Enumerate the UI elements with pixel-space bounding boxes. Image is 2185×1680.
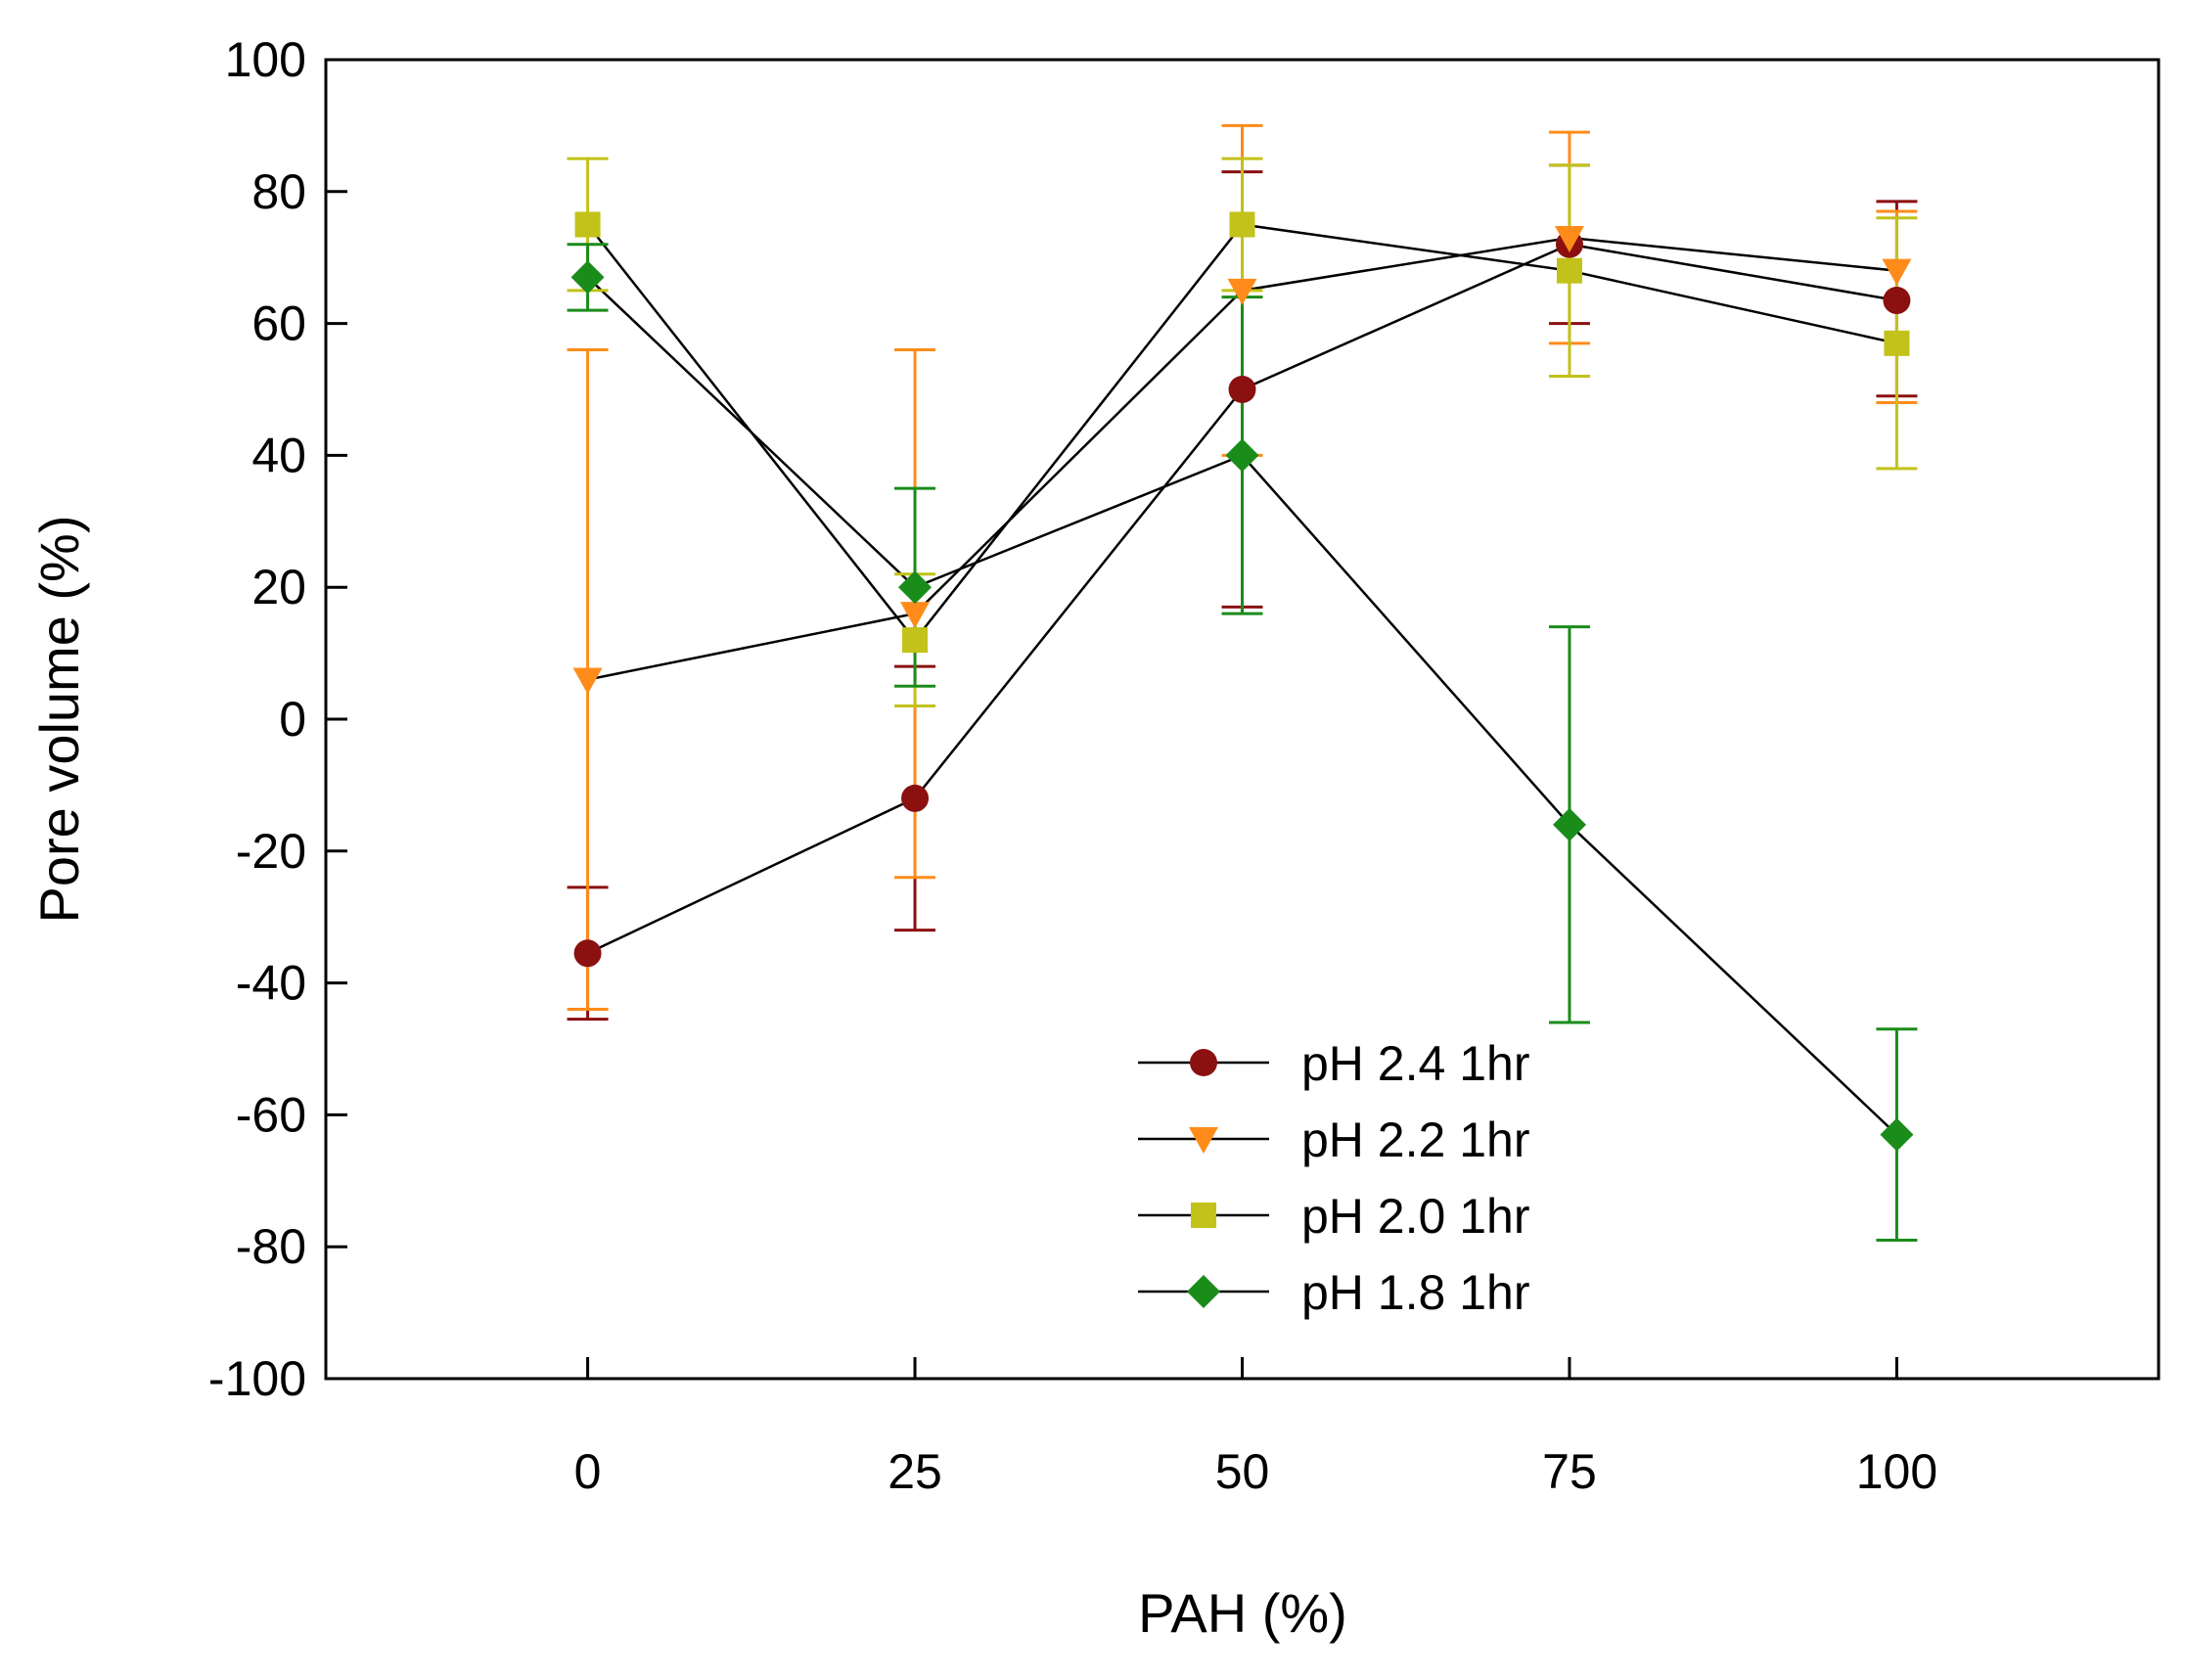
x-tick-label: 50 [1215,1444,1270,1499]
x-axis-title: PAH (%) [1138,1582,1347,1644]
data-point [902,627,929,654]
y-tick-label: 0 [279,692,306,747]
data-point [1228,376,1256,403]
legend-marker [1190,1049,1217,1076]
data-point [1227,278,1257,305]
legend-label: pH 2.4 1hr [1301,1036,1529,1091]
data-point [1884,330,1910,356]
legend-label: pH 2.0 1hr [1301,1189,1529,1244]
legend-marker [1189,1127,1218,1154]
y-tick-label: -80 [236,1219,306,1274]
data-point [1556,257,1582,284]
y-tick-label: -20 [236,824,306,879]
y-tick-label: 100 [225,32,306,87]
data-point [898,570,933,605]
legend-marker [1191,1203,1216,1228]
x-tick-label: 100 [1856,1444,1937,1499]
y-tick-label: 60 [251,296,306,351]
y-tick-label: -60 [236,1087,306,1142]
y-tick-label: 40 [251,428,306,482]
legend-label: pH 1.8 1hr [1301,1265,1529,1320]
data-point [1880,1117,1914,1152]
data-point [573,939,602,968]
legend-label: pH 2.2 1hr [1301,1112,1529,1167]
legend: pH 2.4 1hr pH 2.2 1hr pH 2.0 1hr pH 1.8 1hr [1138,1036,1529,1320]
y-tick-label: 80 [251,164,306,219]
data-point [570,260,605,295]
y-axis: -100 -80 -60 -40 -20 0 20 40 60 80 100 [208,32,347,1406]
data-point [901,784,930,812]
data-point [1552,807,1586,841]
data-point [1554,225,1584,252]
y-tick-label: 20 [251,560,306,614]
y-axis-title: Pore volume (%) [28,515,90,923]
markers [570,211,1914,1152]
data-point [574,211,601,238]
data-point [1229,211,1255,238]
data-point [1882,258,1912,286]
x-axis: 0 25 50 75 100 [574,1357,1937,1499]
data-point [572,667,603,695]
data-point [900,602,931,629]
x-tick-label: 75 [1542,1444,1597,1499]
data-point [1225,438,1259,473]
y-tick-label: -40 [236,956,306,1011]
x-tick-label: 0 [574,1444,602,1499]
data-point [1883,287,1911,315]
legend-marker [1187,1275,1220,1308]
y-tick-label: -100 [208,1351,306,1406]
x-tick-label: 25 [888,1444,942,1499]
